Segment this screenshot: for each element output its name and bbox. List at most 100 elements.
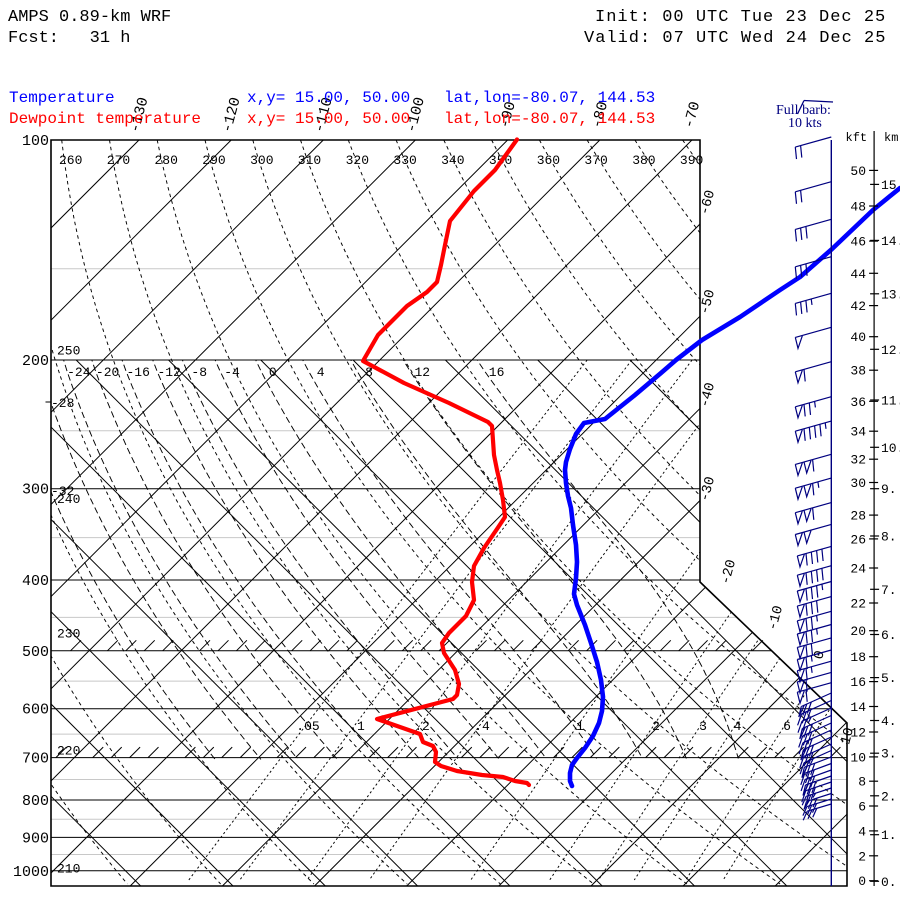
svg-text:Temperature: Temperature (9, 89, 115, 107)
svg-text:34: 34 (850, 425, 866, 440)
svg-text:900: 900 (22, 830, 49, 847)
svg-text:6: 6 (858, 800, 866, 815)
svg-text:4: 4 (858, 824, 866, 839)
svg-text:2: 2 (652, 719, 660, 734)
svg-text:200: 200 (22, 353, 49, 370)
svg-text:x,y= 15.00, 50.00: x,y= 15.00, 50.00 (247, 89, 410, 107)
svg-text:380: 380 (632, 153, 655, 168)
svg-text:km: km (884, 131, 898, 145)
svg-text:-60: -60 (697, 188, 719, 217)
svg-text:10 kts: 10 kts (788, 116, 822, 131)
svg-text:230: 230 (57, 627, 80, 642)
svg-text:kft: kft (846, 131, 868, 145)
svg-text:38: 38 (850, 364, 866, 379)
svg-text:14: 14 (850, 700, 866, 715)
svg-text:Full barb:: Full barb: (776, 103, 831, 118)
svg-text:24: 24 (850, 562, 866, 577)
svg-text:8: 8 (858, 775, 866, 790)
svg-text:800: 800 (22, 793, 49, 810)
svg-text:12.: 12. (881, 343, 900, 358)
svg-text:-12: -12 (157, 365, 180, 380)
svg-text:-40: -40 (697, 381, 719, 410)
svg-text:32: 32 (850, 453, 866, 468)
svg-text:220: 220 (57, 744, 80, 759)
svg-text:-20: -20 (96, 365, 119, 380)
svg-text:Init: 00 UTC Tue 23 Dec 25: Init: 00 UTC Tue 23 Dec 25 (595, 8, 886, 27)
svg-text:4.: 4. (881, 714, 897, 729)
svg-text:14.: 14. (881, 234, 900, 249)
svg-text:Valid: 07 UTC Wed 24 Dec 25: Valid: 07 UTC Wed 24 Dec 25 (584, 29, 886, 48)
svg-text:280: 280 (154, 153, 177, 168)
svg-text:240: 240 (57, 492, 80, 507)
svg-text:7.: 7. (881, 583, 897, 598)
svg-text:290: 290 (202, 153, 225, 168)
svg-text:46: 46 (850, 235, 866, 250)
svg-text:16: 16 (850, 675, 866, 690)
svg-text:-32: -32 (51, 484, 74, 499)
svg-text:1: 1 (576, 719, 584, 734)
svg-text:.05: .05 (296, 719, 319, 734)
svg-text:Dewpoint temperature: Dewpoint temperature (9, 110, 201, 128)
svg-text:500: 500 (22, 644, 49, 661)
svg-text:11.: 11. (881, 394, 900, 409)
svg-text:-30: -30 (697, 475, 719, 504)
svg-text:12: 12 (850, 726, 866, 741)
svg-text:300: 300 (22, 482, 49, 499)
svg-text:8: 8 (365, 365, 373, 380)
svg-text:.4: .4 (474, 719, 490, 734)
svg-text:100: 100 (22, 133, 49, 150)
svg-text:50: 50 (850, 164, 866, 179)
svg-text:22: 22 (850, 597, 866, 612)
svg-text:370: 370 (584, 153, 607, 168)
svg-text:600: 600 (22, 702, 49, 719)
svg-text:-16: -16 (126, 365, 149, 380)
svg-text:6: 6 (783, 719, 791, 734)
svg-text:-24: -24 (67, 365, 91, 380)
svg-text:lat,lon=-80.07, 144.53: lat,lon=-80.07, 144.53 (444, 89, 655, 107)
svg-text:10: 10 (838, 726, 858, 746)
svg-text:48: 48 (850, 200, 866, 215)
svg-text:400: 400 (22, 573, 49, 590)
svg-text:10: 10 (850, 750, 866, 765)
svg-text:16: 16 (489, 365, 505, 380)
svg-text:340: 340 (441, 153, 464, 168)
svg-text:-28: -28 (51, 396, 74, 411)
svg-text:4: 4 (734, 719, 742, 734)
svg-text:.1: .1 (349, 719, 365, 734)
svg-text:0.: 0. (881, 875, 897, 890)
svg-text:8.: 8. (881, 530, 897, 545)
svg-text:-80: -80 (589, 100, 612, 130)
svg-text:-8: -8 (191, 365, 207, 380)
svg-text:42: 42 (850, 299, 866, 314)
svg-text:26: 26 (850, 532, 866, 547)
svg-text:1.: 1. (881, 828, 897, 843)
svg-text:1000: 1000 (13, 864, 49, 881)
svg-text:210: 210 (57, 862, 80, 877)
svg-text:20: 20 (850, 624, 866, 639)
svg-text:28: 28 (850, 509, 866, 524)
svg-text:30: 30 (850, 476, 866, 491)
svg-text:-50: -50 (697, 288, 719, 317)
svg-text:AMPS 0.89-km WRF: AMPS 0.89-km WRF (8, 8, 171, 27)
svg-text:6.: 6. (881, 628, 897, 643)
svg-text:12: 12 (414, 365, 430, 380)
svg-text:260: 260 (59, 153, 82, 168)
svg-text:-90: -90 (497, 100, 520, 130)
svg-text:15: 15 (881, 178, 897, 193)
svg-text:9.: 9. (881, 482, 897, 497)
svg-text:0: 0 (269, 365, 277, 380)
svg-text:5.: 5. (881, 671, 897, 686)
svg-text:2.: 2. (881, 789, 897, 804)
svg-text:10.: 10. (881, 441, 900, 456)
svg-text:36: 36 (850, 395, 866, 410)
svg-text:18: 18 (850, 650, 866, 665)
svg-text:40: 40 (850, 330, 866, 345)
svg-text:2: 2 (858, 849, 866, 864)
svg-text:310: 310 (298, 153, 321, 168)
svg-text:330: 330 (393, 153, 416, 168)
svg-text:Fcst: 31 h: Fcst: 31 h (8, 29, 130, 48)
svg-text:44: 44 (850, 267, 866, 282)
svg-text:360: 360 (537, 153, 560, 168)
svg-text:-10: -10 (765, 604, 787, 633)
svg-text:-4: -4 (224, 365, 240, 380)
